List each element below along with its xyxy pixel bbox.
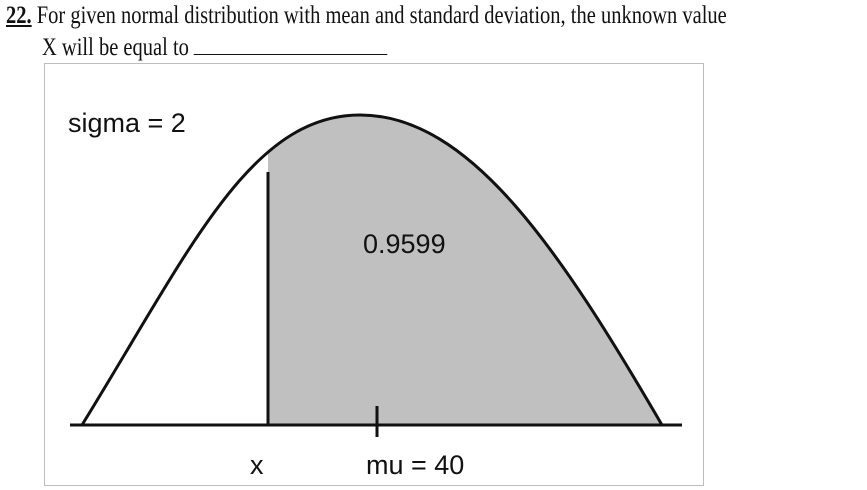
mu-label: mu = 40 — [366, 450, 465, 480]
normal-curve — [80, 113, 664, 426]
shaded-area — [268, 115, 662, 425]
x-label: x — [250, 450, 264, 480]
question-number: 22. — [6, 2, 32, 29]
area-label: 0.9599 — [363, 229, 446, 259]
sigma-label: sigma = 2 — [68, 108, 186, 138]
normal-distribution-figure — [44, 63, 704, 486]
question-text-2: X will be equal to — [42, 34, 189, 61]
question-line-2: X will be equal to — [42, 34, 388, 62]
question-line-1: 22. For given normal distribution with m… — [6, 2, 727, 30]
question-text: For given normal distribution with mean … — [36, 2, 727, 29]
answer-blank — [193, 36, 388, 55]
